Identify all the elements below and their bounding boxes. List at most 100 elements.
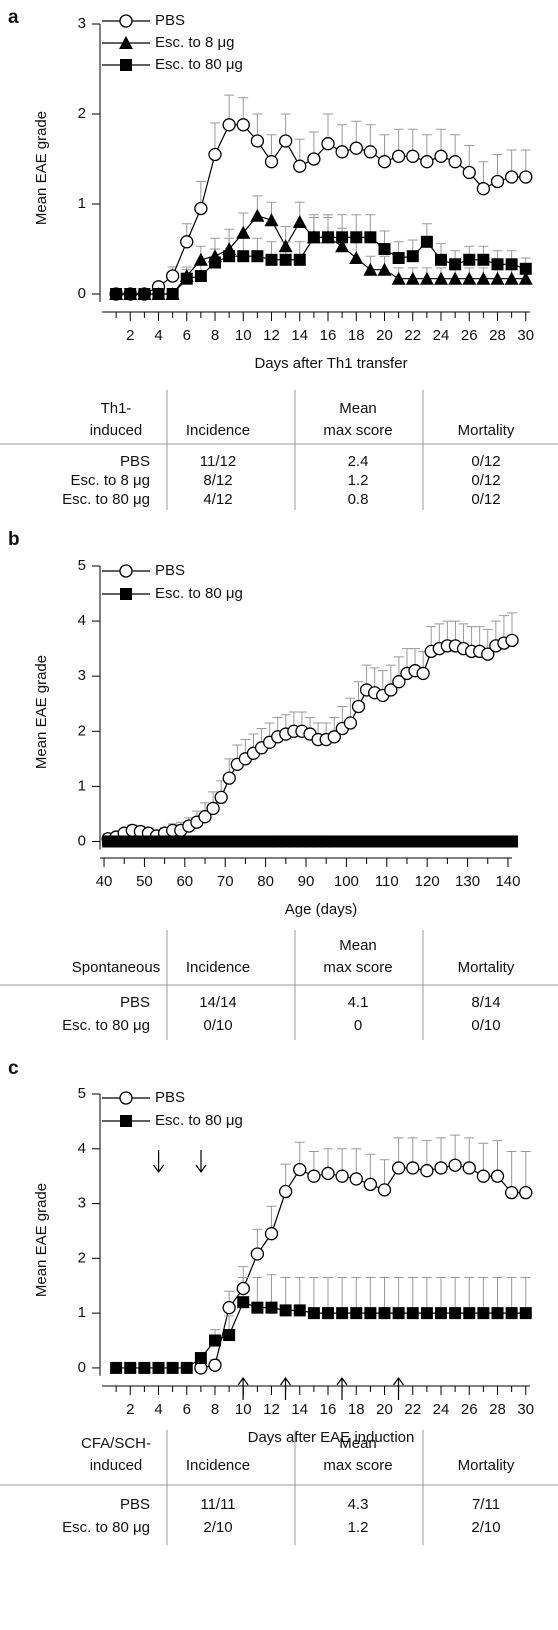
marker	[193, 252, 208, 266]
x-tick-label: 28	[489, 327, 506, 344]
error-bar	[520, 1151, 531, 1193]
marker	[265, 253, 278, 266]
x-axis-label: Age (days)	[285, 901, 358, 918]
marker	[209, 256, 222, 269]
marker	[519, 262, 532, 275]
legend-label: PBS	[155, 12, 185, 29]
legend-label: Esc. to 80 μg	[155, 1112, 243, 1129]
row-label: Esc. to 80 μg	[62, 1017, 150, 1034]
marker	[349, 251, 364, 264]
marker	[378, 1307, 391, 1320]
header-cell: Incidence	[186, 1457, 250, 1474]
marker	[335, 239, 350, 253]
x-tick-label: 18	[348, 1401, 365, 1418]
marker	[477, 253, 490, 266]
marker	[434, 271, 449, 285]
panel-label: b	[8, 529, 20, 550]
marker	[293, 1304, 306, 1317]
marker	[406, 149, 420, 163]
table-cell: 2.4	[348, 453, 369, 470]
x-tick-label: 16	[320, 1401, 337, 1418]
marker	[236, 225, 251, 239]
marker	[448, 1158, 462, 1172]
table-cell: 0/12	[471, 472, 500, 489]
marker	[463, 253, 476, 266]
marker	[420, 1307, 433, 1320]
table-cell: 7/11	[472, 1496, 500, 1513]
marker	[264, 155, 279, 169]
marker	[406, 1161, 420, 1175]
marker	[279, 1304, 292, 1317]
marker	[214, 790, 228, 805]
marker	[519, 1307, 532, 1320]
header-cell: max score	[323, 422, 392, 439]
error-bar	[506, 1151, 517, 1193]
y-tick-label: 4	[78, 1140, 86, 1157]
marker	[392, 252, 405, 264]
marker	[391, 271, 406, 285]
legend-marker	[120, 588, 132, 600]
series-line	[200, 1164, 526, 1369]
marker	[476, 1169, 491, 1183]
marker	[377, 155, 392, 169]
series-line	[116, 124, 526, 295]
marker	[506, 835, 518, 848]
x-tick-label: 110	[375, 873, 399, 890]
marker	[420, 235, 433, 248]
marker	[307, 152, 321, 166]
marker	[350, 1307, 363, 1320]
marker	[236, 1281, 250, 1296]
marker	[392, 1307, 405, 1320]
x-tick-label: 30	[517, 1401, 534, 1418]
marker	[335, 1169, 349, 1183]
marker	[462, 271, 477, 285]
table-cell: 1.2	[348, 472, 369, 489]
x-tick-label: 130	[455, 873, 480, 890]
marker	[250, 1247, 265, 1261]
marker	[406, 250, 419, 263]
legend-label: Esc. to 8 μg	[155, 34, 235, 51]
x-tick-label: 6	[183, 1401, 191, 1418]
marker	[279, 253, 292, 266]
x-tick-label: 70	[217, 873, 234, 890]
table-cell: 2/10	[471, 1519, 500, 1536]
marker	[363, 1177, 378, 1192]
y-tick-label: 5	[78, 1085, 86, 1102]
x-tick-label: 24	[433, 1401, 450, 1418]
marker	[251, 250, 264, 263]
marker	[377, 1183, 392, 1197]
header-cell: Mean	[339, 400, 377, 417]
row-label: PBS	[120, 1496, 150, 1513]
marker	[505, 258, 518, 271]
marker	[490, 1169, 505, 1183]
marker	[223, 250, 236, 263]
marker	[490, 174, 505, 189]
marker	[180, 272, 193, 285]
table-cell: 14/14	[199, 994, 237, 1011]
marker	[336, 231, 349, 244]
marker	[435, 253, 448, 266]
x-tick-label: 16	[320, 327, 337, 344]
marker	[307, 231, 320, 244]
header-cell: Mean	[339, 937, 377, 954]
x-tick-label: 2	[126, 1401, 134, 1418]
panel-label: a	[8, 7, 19, 28]
header-cell: Mortality	[458, 1457, 515, 1474]
table-cell: 4.3	[348, 1496, 369, 1513]
y-axis-label: Mean EAE grade	[33, 1183, 50, 1297]
marker	[349, 1172, 363, 1186]
marker	[180, 235, 194, 249]
marker	[391, 149, 406, 163]
y-tick-label: 4	[78, 612, 86, 629]
x-tick-label: 26	[461, 1401, 478, 1418]
marker	[476, 182, 491, 196]
marker	[392, 675, 406, 689]
marker	[491, 1307, 504, 1320]
marker	[391, 1161, 406, 1175]
header-cell: max score	[323, 959, 392, 976]
header-cell: induced	[90, 1457, 143, 1474]
marker	[505, 1307, 518, 1320]
marker	[126, 835, 139, 848]
arrow-down	[195, 1150, 207, 1174]
